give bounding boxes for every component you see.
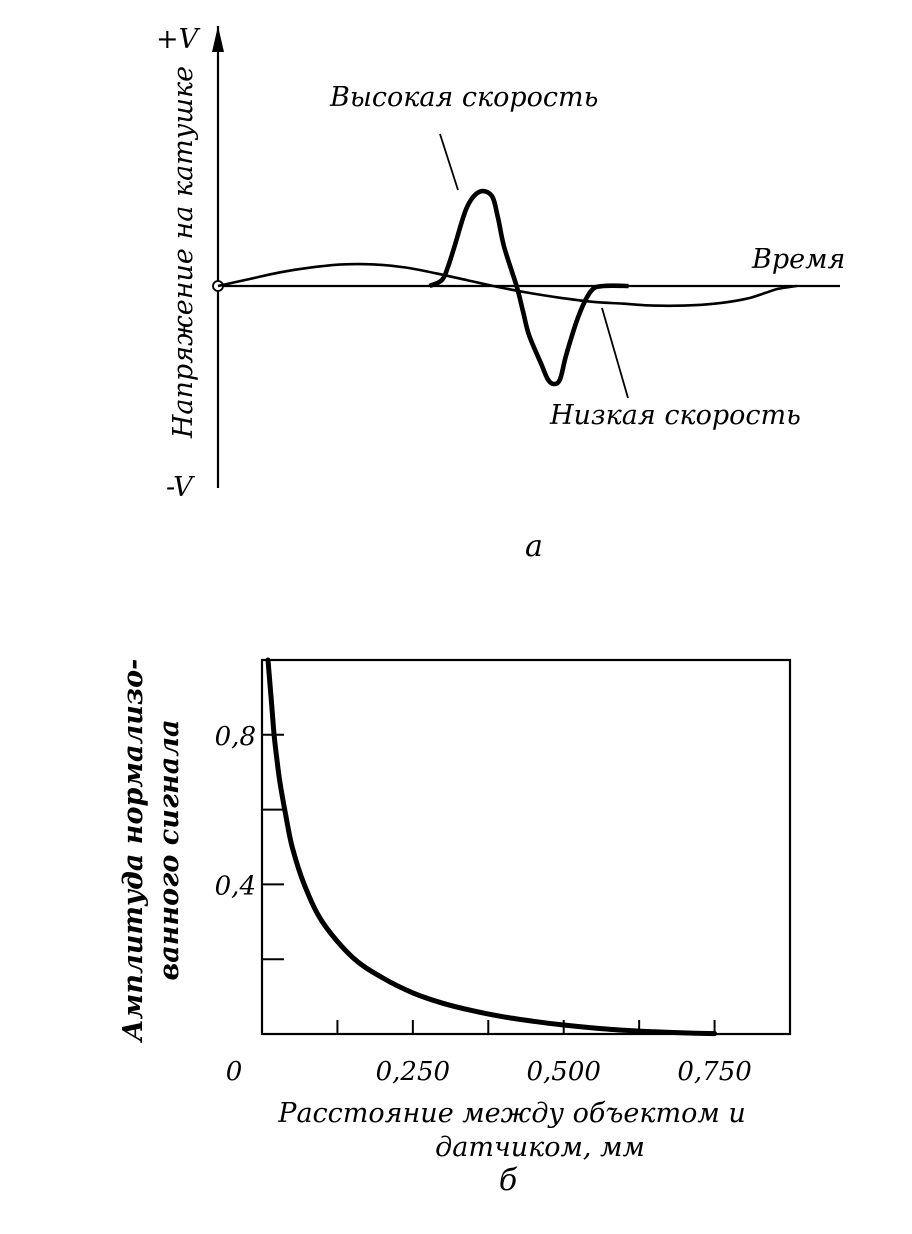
series-line-amplitude (265, 657, 718, 1037)
y-tick-label-0: 0,4 (215, 871, 256, 901)
high-speed-leader-line (439, 133, 459, 191)
legend-low-speed: Низкая скорость (549, 400, 801, 431)
series-line-low-speed (217, 262, 797, 308)
panel-b-y-axis-label-line1: Амплитуда нормализо- (118, 659, 149, 1044)
x-tick-label-1: 0,250 (376, 1057, 450, 1087)
panel-a-caption: а (525, 529, 543, 564)
panel-b-chart: 0 0,250 0,500 0,750 0,4 0,8 Амплитуда нормали… (118, 657, 792, 1198)
panel-b-tick-labels: 0 0,250 0,500 0,750 0,4 0,8 (215, 722, 752, 1087)
panel-a-y-min-label: -V (166, 472, 195, 503)
panel-b-x-axis-label-line2: датчиком, мм (435, 1132, 645, 1163)
x-tick-label-0: 0 (226, 1057, 243, 1087)
y-tick-label-1: 0,8 (215, 722, 256, 752)
x-tick-label-3: 0,750 (677, 1057, 751, 1087)
panel-a-chart: +V -V Напряжение на катушке Время Высока… (156, 24, 845, 564)
panel-b-y-axis-label-line2: ванного сигнала (154, 720, 185, 981)
panel-a-y-axis-arrow (212, 26, 224, 52)
panel-b-caption: б (499, 1163, 518, 1198)
panel-a-y-max-label: +V (156, 24, 201, 55)
low-speed-leader-line (601, 307, 629, 399)
panel-a-y-axis-label: Напряжение на катушке (168, 66, 199, 439)
panel-b-x-axis-label-line1: Расстояние между объектом и (277, 1098, 745, 1129)
series-line-high-speed (428, 188, 629, 387)
panel-b-ticks (262, 733, 716, 1034)
panel-a-x-axis-label: Время (751, 244, 845, 275)
x-tick-label-2: 0,500 (526, 1057, 600, 1087)
panel-b-plot-frame (260, 658, 792, 1036)
legend-high-speed: Высокая скорость (329, 82, 598, 113)
